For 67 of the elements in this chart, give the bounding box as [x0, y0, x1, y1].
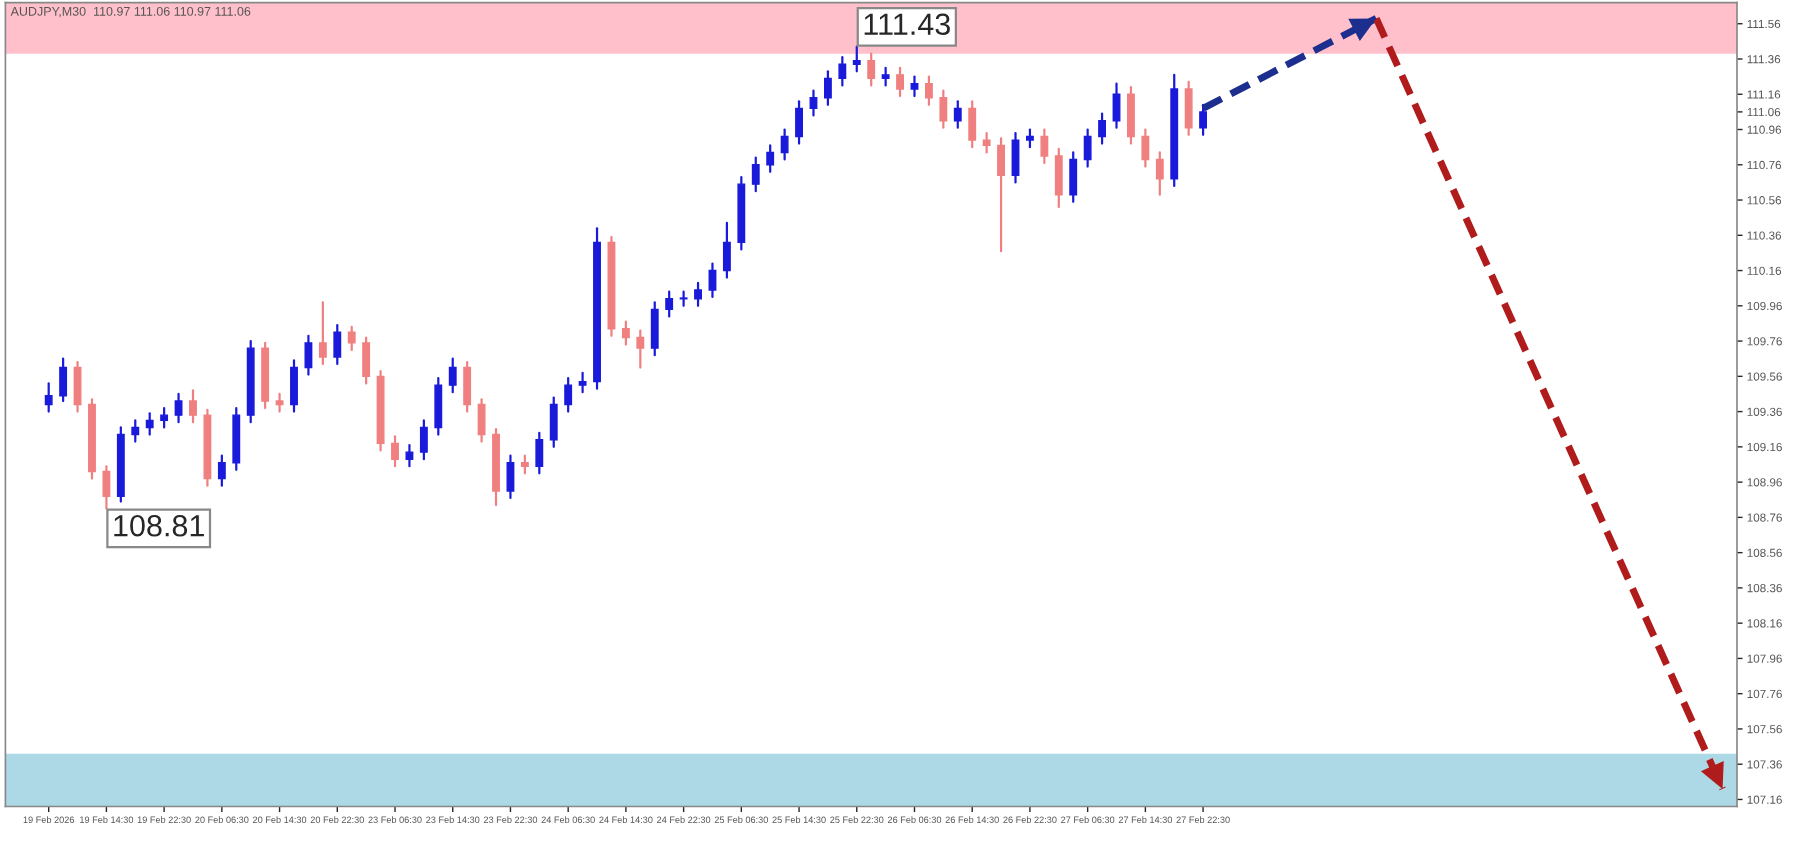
- annotation: 111.43: [864, 13, 950, 36]
- candlestick: [1083, 128, 1092, 168]
- candlestick: [506, 454, 515, 500]
- candlestick: [564, 376, 573, 413]
- candlestick: [1011, 131, 1020, 184]
- candlestick: [189, 389, 197, 424]
- candlestick: [910, 75, 919, 98]
- candlestick: [636, 329, 645, 369]
- candlestick: [275, 392, 284, 413]
- candlestick: [665, 290, 674, 318]
- candlestick: [838, 56, 847, 87]
- candlestick: [1155, 151, 1164, 196]
- candlestick: [968, 100, 977, 149]
- candlestick: [362, 336, 371, 385]
- candlestick: [477, 398, 486, 443]
- candlestick: [1126, 86, 1135, 145]
- candlestick: [419, 419, 428, 461]
- candlestick: [621, 320, 630, 346]
- candlestick: [795, 100, 803, 145]
- candlestick: [347, 325, 356, 351]
- candlestick: [997, 137, 1006, 253]
- candlestick: [650, 301, 659, 357]
- candlestick: [434, 376, 443, 436]
- candlestick: [809, 89, 818, 117]
- candlestick: [333, 324, 342, 366]
- candlestick: [852, 45, 861, 73]
- candlestick: [1069, 151, 1078, 203]
- candlestick: [823, 70, 832, 106]
- candlestick: [44, 382, 53, 413]
- candlestick: [463, 361, 472, 413]
- candlestick: [1199, 103, 1208, 136]
- candlestick: [145, 412, 154, 436]
- candlestick: [160, 406, 169, 429]
- candlestick: [174, 392, 183, 424]
- candlestick: [953, 100, 962, 129]
- candlestick: [751, 156, 760, 193]
- candlestick: [304, 334, 313, 376]
- candlestick: [217, 454, 226, 487]
- candlestick: [448, 357, 457, 394]
- candlestick: [679, 290, 688, 307]
- candlestick: [896, 66, 905, 98]
- candlestick: [131, 419, 140, 443]
- candlestick: [290, 359, 298, 413]
- candlestick: [780, 128, 789, 161]
- candlestick: [1184, 80, 1193, 136]
- candlestick: [232, 406, 241, 471]
- annotation: 108.81: [114, 514, 204, 537]
- candlestick: [578, 371, 587, 394]
- candlestick: [694, 281, 702, 307]
- candlestick: [1040, 128, 1049, 165]
- candlestick: [59, 357, 68, 403]
- candlestick: [722, 221, 731, 279]
- candlestick: [535, 431, 544, 475]
- candlestick: [1054, 147, 1063, 209]
- candlestick: [708, 262, 717, 299]
- candlestick: [939, 89, 948, 129]
- candlestick: [549, 396, 558, 448]
- candlestick: [766, 144, 775, 173]
- candlestick: [982, 131, 991, 154]
- candlestick: [1098, 112, 1107, 145]
- candlestick: [1141, 128, 1150, 168]
- candlestick: [867, 52, 876, 87]
- candlestick: [102, 465, 111, 510]
- candlestick: [318, 301, 327, 366]
- candlestick: [405, 443, 414, 468]
- candlestick: [924, 75, 933, 106]
- candlestick: [391, 435, 399, 468]
